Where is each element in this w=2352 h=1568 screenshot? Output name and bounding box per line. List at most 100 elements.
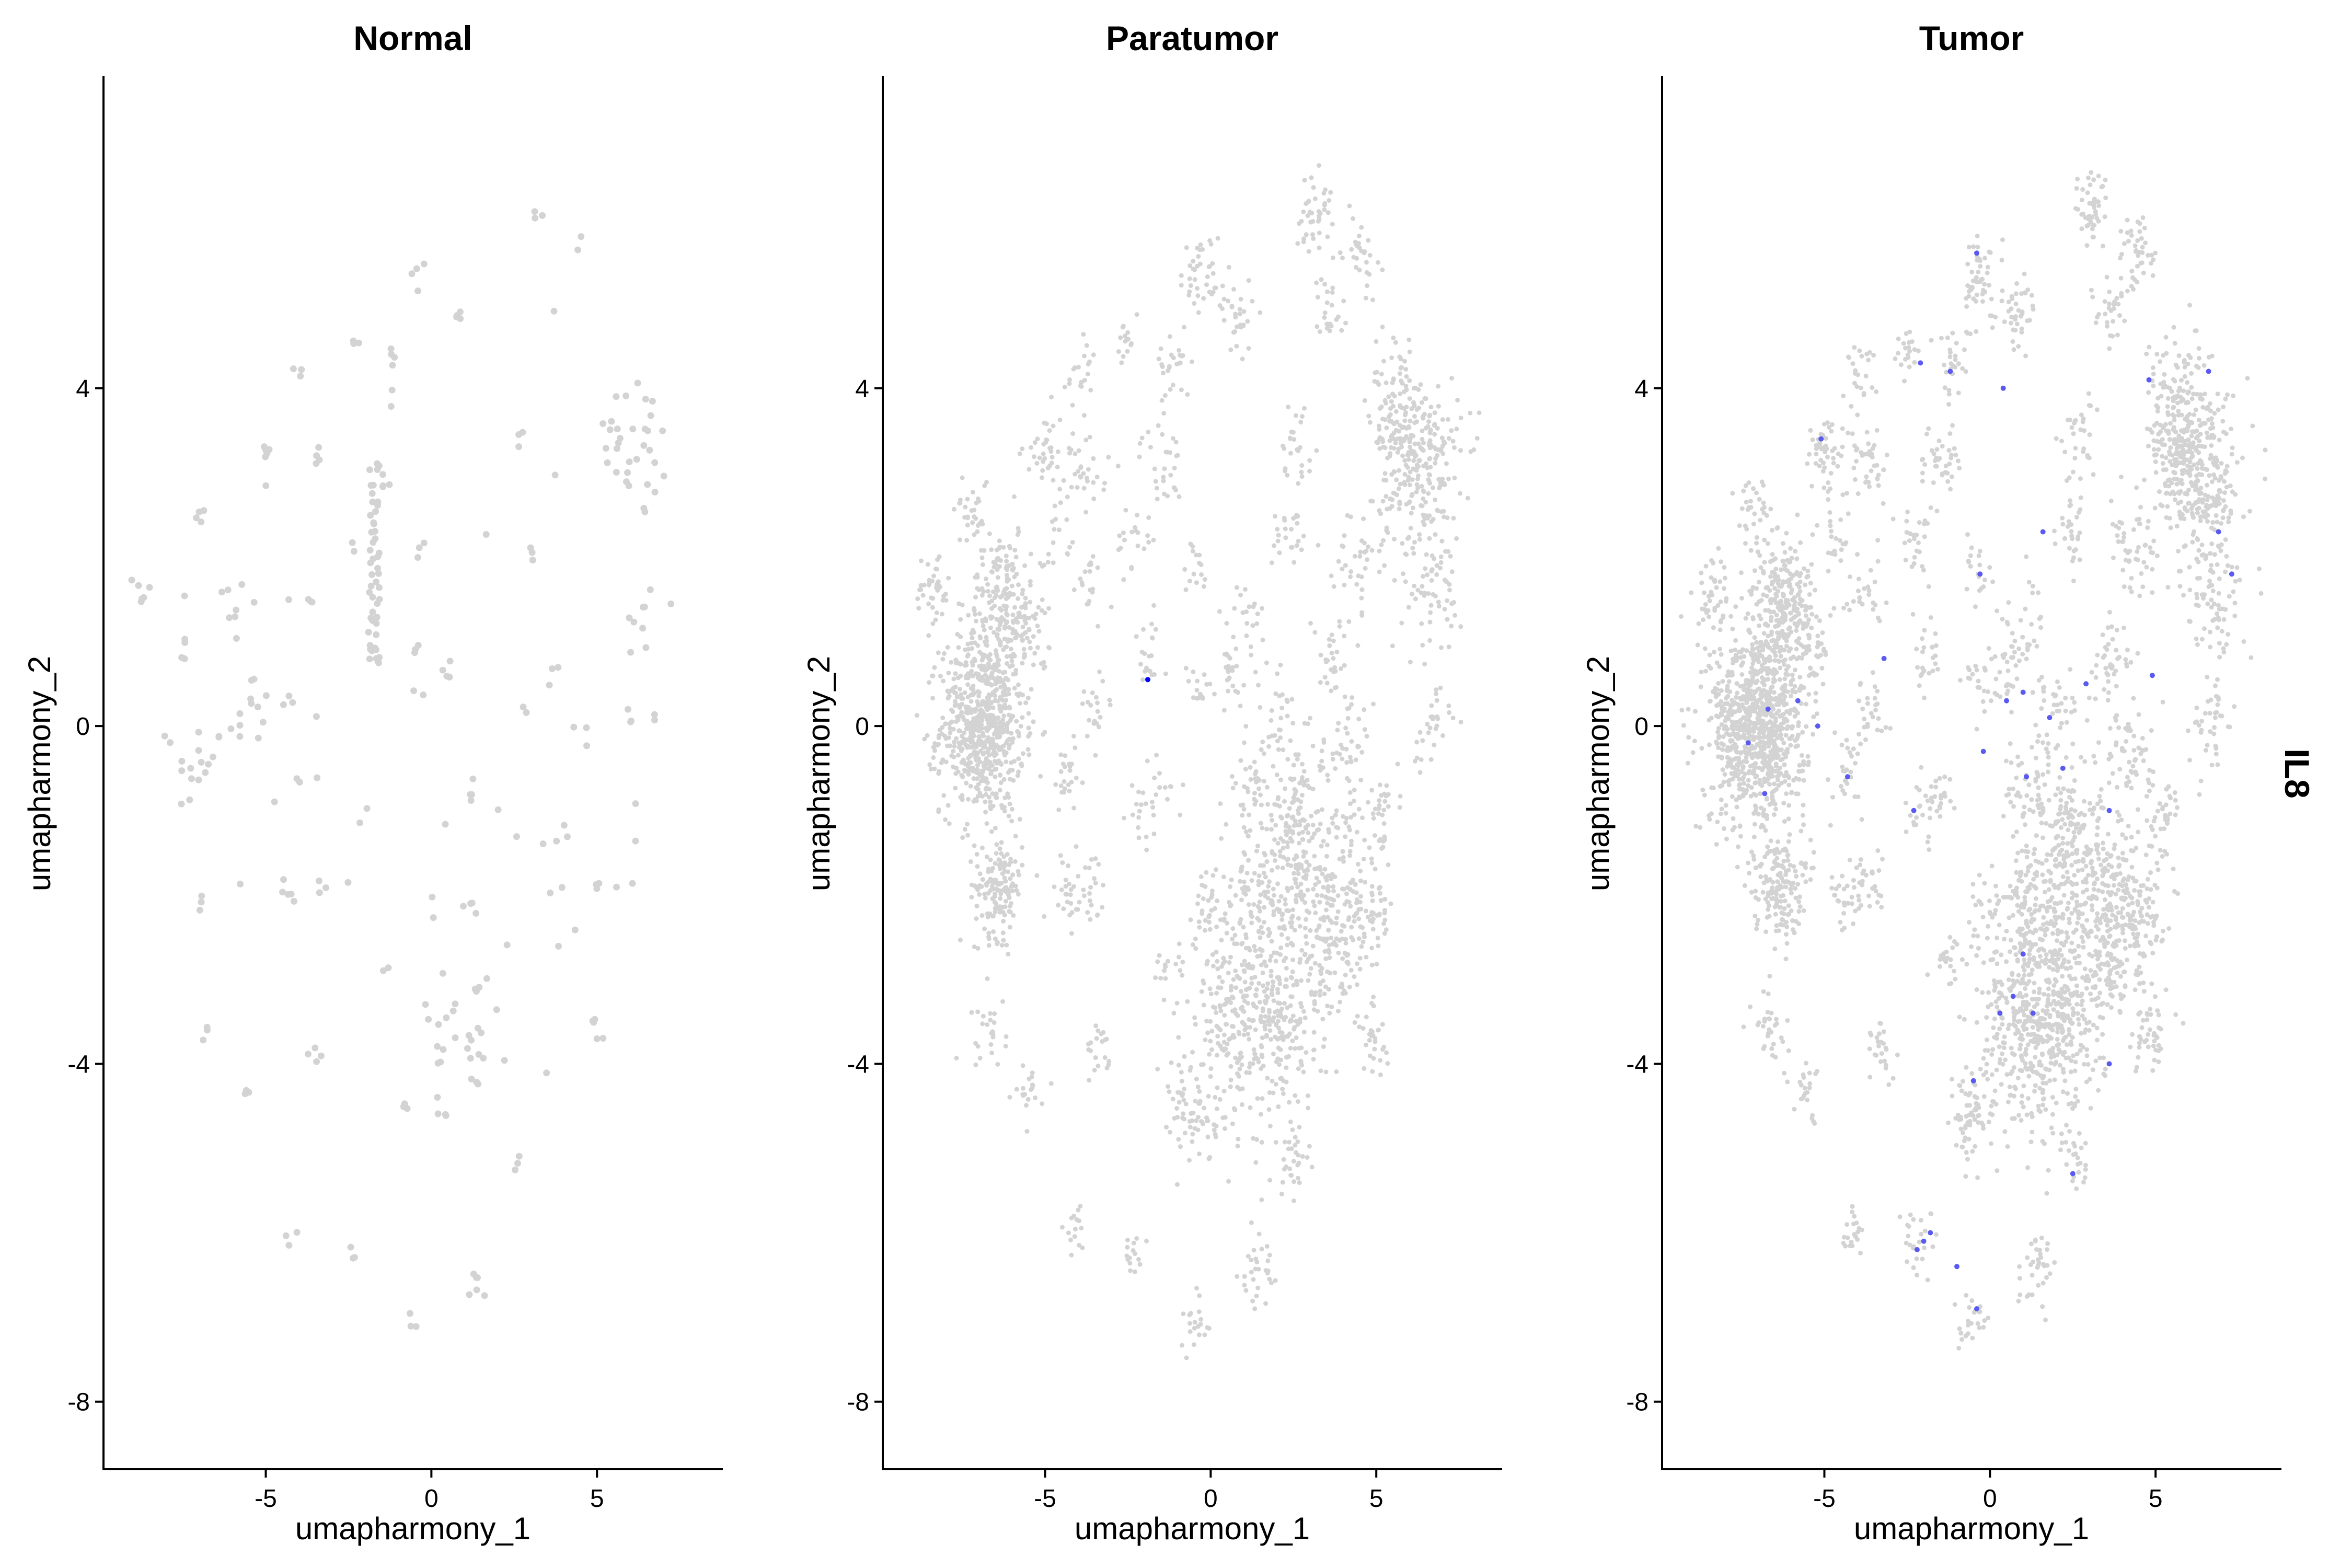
cell-point <box>1267 958 1273 963</box>
cell-point <box>519 429 526 436</box>
cell-point <box>1334 1069 1339 1074</box>
cell-point <box>1775 753 1781 758</box>
cell-point <box>1370 892 1375 897</box>
cell-point <box>1264 859 1270 864</box>
cell-point <box>1272 543 1277 548</box>
cell-point <box>1717 664 1722 669</box>
cell-point <box>1310 823 1316 827</box>
cell-point <box>1243 724 1249 729</box>
cell-point <box>1004 654 1009 659</box>
cell-point <box>1325 210 1331 215</box>
cell-point <box>1434 687 1438 693</box>
cell-point <box>1324 895 1330 901</box>
cell-point <box>1017 451 1022 456</box>
cell-point <box>1305 887 1310 893</box>
cell-point <box>982 742 987 747</box>
cell-point <box>1149 653 1154 658</box>
cell-point <box>1357 900 1363 905</box>
cell-point <box>366 655 373 663</box>
cell-point <box>1334 317 1339 322</box>
cell-point <box>982 667 987 673</box>
cell-point <box>1014 888 1019 893</box>
cell-point <box>1009 760 1014 765</box>
cell-point <box>976 499 982 504</box>
cell-point <box>1221 918 1227 923</box>
cell-point <box>938 674 943 679</box>
cell-point <box>1032 440 1037 445</box>
cell-point <box>1225 688 1230 694</box>
cell-point <box>998 780 1004 785</box>
cell-point <box>1228 1064 1233 1069</box>
cell-point <box>1330 290 1335 295</box>
cell-point <box>1304 917 1309 922</box>
cell-point <box>1298 894 1303 899</box>
cell-point <box>1329 303 1334 308</box>
cell-point <box>1753 751 1758 756</box>
cell-point <box>1280 912 1285 917</box>
cell-point <box>1088 917 1093 922</box>
cell-point <box>1211 963 1216 969</box>
cell-point <box>1388 412 1393 417</box>
cell-point <box>1238 593 1243 597</box>
cell-point <box>1006 951 1011 956</box>
cell-point <box>1760 755 1765 760</box>
cell-point <box>1231 1106 1237 1111</box>
cell-point <box>1028 579 1033 584</box>
cell-point <box>1196 893 1201 898</box>
cell-point <box>1726 679 1732 684</box>
cell-point <box>1004 612 1009 617</box>
cell-point <box>1136 835 1142 840</box>
cell-point <box>591 1016 598 1023</box>
cell-point <box>1295 867 1300 872</box>
cell-point <box>1357 554 1363 559</box>
cell-point <box>1289 885 1294 890</box>
cell-point <box>1383 380 1389 385</box>
cell-point <box>198 518 205 525</box>
cell-point <box>930 673 936 678</box>
cell-point <box>1327 643 1332 648</box>
cell-point <box>1288 451 1293 456</box>
cell-point <box>1256 873 1262 879</box>
cell-point <box>1364 1042 1369 1047</box>
cell-point <box>1252 802 1258 807</box>
cell-point <box>1226 971 1231 976</box>
cell-point <box>969 710 974 715</box>
cell-point <box>1414 482 1420 487</box>
cell-point <box>1301 1009 1306 1014</box>
cell-point <box>1354 582 1359 587</box>
cell-point <box>200 1036 207 1044</box>
cell-point <box>1284 697 1289 702</box>
cell-point <box>1767 802 1772 807</box>
cell-point <box>414 554 421 561</box>
cell-point <box>1281 1091 1286 1096</box>
cell-point <box>1204 282 1209 287</box>
cell-point <box>1007 705 1012 710</box>
cell-point <box>1411 458 1416 463</box>
cell-point <box>1744 700 1749 705</box>
cell-point <box>1324 907 1329 913</box>
cell-point <box>975 763 980 768</box>
cell-point <box>1803 861 1808 866</box>
cell-point <box>1778 653 1783 659</box>
cell-point <box>1343 941 1348 946</box>
cell-point <box>1402 458 1408 463</box>
cell-point <box>1275 987 1280 992</box>
cell-point <box>1192 268 1197 272</box>
cell-point <box>622 392 630 399</box>
cell-point <box>1187 1124 1193 1129</box>
cell-point <box>1078 1204 1083 1209</box>
cell-point <box>1404 374 1409 379</box>
cell-point <box>1307 972 1312 977</box>
cell-point <box>553 837 560 845</box>
cell-point <box>1400 541 1405 546</box>
cell-point <box>1811 732 1816 737</box>
cell-point <box>1740 660 1746 665</box>
cell-point <box>1007 1094 1012 1100</box>
cell-point <box>1313 810 1319 815</box>
cell-point <box>1041 442 1046 447</box>
cell-point <box>997 734 1002 740</box>
cell-point <box>1382 445 1388 451</box>
cell-point <box>1341 855 1346 860</box>
cell-point <box>1273 1140 1278 1145</box>
cell-point <box>1278 1011 1283 1017</box>
